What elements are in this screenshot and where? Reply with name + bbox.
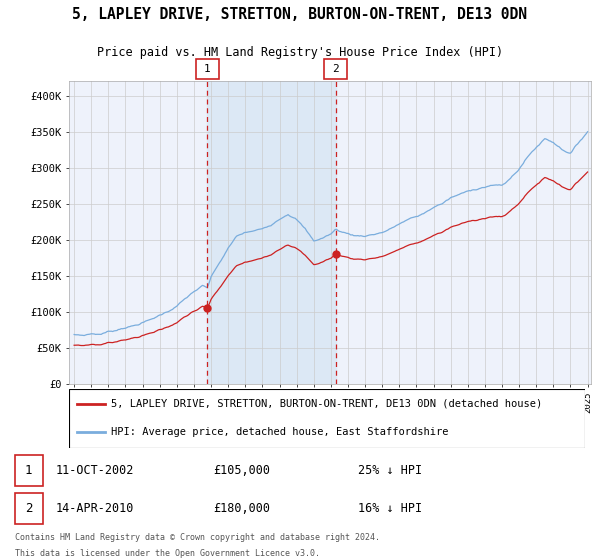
- Text: 14-APR-2010: 14-APR-2010: [55, 502, 134, 515]
- Text: £180,000: £180,000: [214, 502, 271, 515]
- Text: 5, LAPLEY DRIVE, STRETTON, BURTON-ON-TRENT, DE13 0DN: 5, LAPLEY DRIVE, STRETTON, BURTON-ON-TRE…: [73, 7, 527, 22]
- Text: 11-OCT-2002: 11-OCT-2002: [55, 464, 134, 477]
- Text: 5, LAPLEY DRIVE, STRETTON, BURTON-ON-TRENT, DE13 0DN (detached house): 5, LAPLEY DRIVE, STRETTON, BURTON-ON-TRE…: [112, 399, 542, 409]
- Text: 25% ↓ HPI: 25% ↓ HPI: [358, 464, 422, 477]
- Text: 2: 2: [25, 502, 32, 515]
- Text: HPI: Average price, detached house, East Staffordshire: HPI: Average price, detached house, East…: [112, 427, 449, 437]
- Text: 1: 1: [25, 464, 32, 477]
- Text: 1: 1: [204, 64, 211, 74]
- Bar: [15, 455, 43, 486]
- Text: Price paid vs. HM Land Registry's House Price Index (HPI): Price paid vs. HM Land Registry's House …: [97, 46, 503, 59]
- Text: 16% ↓ HPI: 16% ↓ HPI: [358, 502, 422, 515]
- Text: Contains HM Land Registry data © Crown copyright and database right 2024.: Contains HM Land Registry data © Crown c…: [15, 533, 380, 542]
- Text: This data is licensed under the Open Government Licence v3.0.: This data is licensed under the Open Gov…: [15, 549, 320, 558]
- Bar: [15, 493, 43, 525]
- Bar: [207, 81, 335, 384]
- Text: £105,000: £105,000: [214, 464, 271, 477]
- Text: 2: 2: [332, 64, 339, 74]
